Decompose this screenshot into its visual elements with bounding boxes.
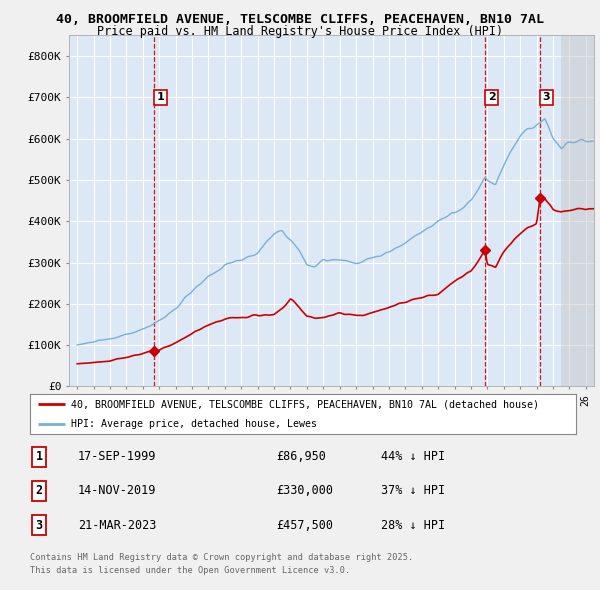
Text: Contains HM Land Registry data © Crown copyright and database right 2025.: Contains HM Land Registry data © Crown c…	[30, 553, 413, 562]
Text: 28% ↓ HPI: 28% ↓ HPI	[381, 519, 445, 532]
Text: 44% ↓ HPI: 44% ↓ HPI	[381, 450, 445, 463]
Text: 40, BROOMFIELD AVENUE, TELSCOMBE CLIFFS, PEACEHAVEN, BN10 7AL: 40, BROOMFIELD AVENUE, TELSCOMBE CLIFFS,…	[56, 13, 544, 26]
Text: Price paid vs. HM Land Registry's House Price Index (HPI): Price paid vs. HM Land Registry's House …	[97, 25, 503, 38]
Text: HPI: Average price, detached house, Lewes: HPI: Average price, detached house, Lewe…	[71, 419, 317, 428]
Bar	[561, 35, 594, 386]
Text: £330,000: £330,000	[276, 484, 333, 497]
Text: 1: 1	[157, 93, 164, 102]
Text: 21-MAR-2023: 21-MAR-2023	[78, 519, 157, 532]
Text: 3: 3	[35, 519, 43, 532]
Text: 2: 2	[35, 484, 43, 497]
Text: 40, BROOMFIELD AVENUE, TELSCOMBE CLIFFS, PEACEHAVEN, BN10 7AL (detached house): 40, BROOMFIELD AVENUE, TELSCOMBE CLIFFS,…	[71, 399, 539, 409]
Text: 3: 3	[542, 93, 550, 102]
Text: 1: 1	[35, 450, 43, 463]
Text: 17-SEP-1999: 17-SEP-1999	[78, 450, 157, 463]
Text: This data is licensed under the Open Government Licence v3.0.: This data is licensed under the Open Gov…	[30, 566, 350, 575]
Text: 2: 2	[488, 93, 496, 102]
Text: 37% ↓ HPI: 37% ↓ HPI	[381, 484, 445, 497]
Text: £86,950: £86,950	[276, 450, 326, 463]
Text: £457,500: £457,500	[276, 519, 333, 532]
Text: 14-NOV-2019: 14-NOV-2019	[78, 484, 157, 497]
